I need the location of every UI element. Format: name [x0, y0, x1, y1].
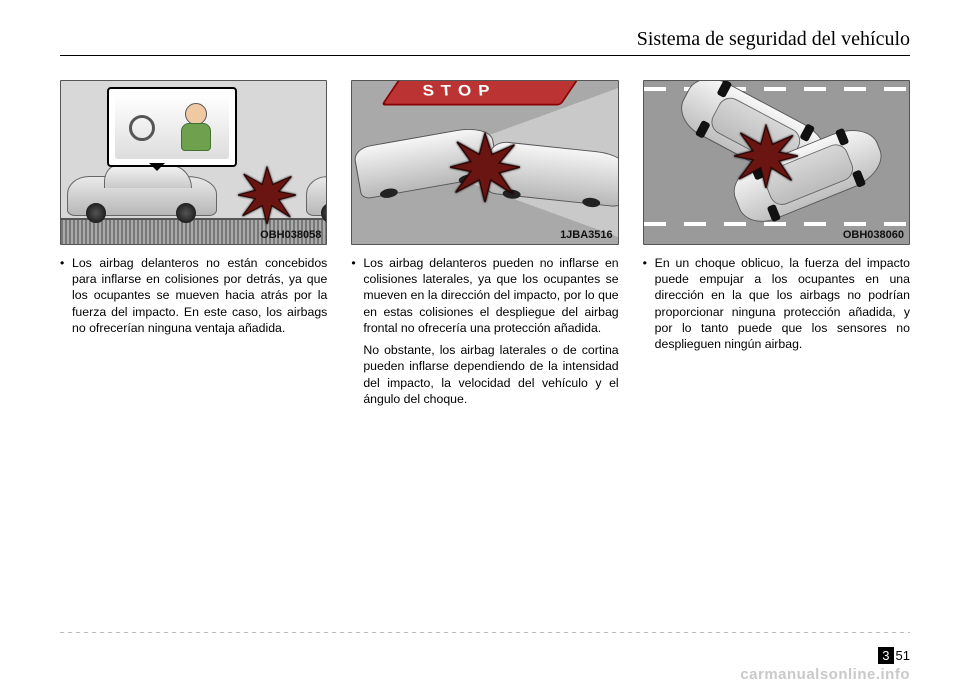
- column-1: OBH038058 Los airbag delanteros no están…: [60, 80, 327, 407]
- figure-label: 1JBA3516: [560, 229, 613, 241]
- callout-bubble: [107, 87, 237, 167]
- column-3: OBH038060 En un choque oblicuo, la fuerz…: [643, 80, 910, 407]
- page: Sistema de seguridad del vehículo: [0, 0, 960, 689]
- figure-oblique-collision: OBH038060: [643, 80, 910, 245]
- steering-wheel-icon: [129, 115, 155, 141]
- lane-marking: [644, 222, 909, 226]
- car-rear: [306, 176, 327, 216]
- bullet-text: En un choque oblicuo, la fuerza del impa…: [643, 255, 910, 352]
- impact-burst-icon: [450, 132, 520, 202]
- stop-text: STOP: [422, 82, 497, 100]
- text-block: No obstante, los airbag laterales o de c…: [351, 342, 618, 407]
- section-number: 3: [878, 647, 893, 664]
- text-block: Los airbag delanteros no están concebido…: [60, 255, 327, 336]
- passenger-icon: [177, 103, 215, 153]
- figure-rear-collision: OBH038058: [60, 80, 327, 245]
- page-header: Sistema de seguridad del vehículo: [60, 28, 910, 56]
- impact-burst-icon: [238, 166, 296, 224]
- bullet-text: Los airbag delanteros no están concebido…: [60, 255, 327, 336]
- paragraph-text: No obstante, los airbag laterales o de c…: [351, 342, 618, 407]
- lane-marking: [644, 87, 909, 91]
- watermark: carmanualsonline.info: [740, 666, 910, 683]
- figure-side-collision: STOP 1JBA3516: [351, 80, 618, 245]
- page-number-value: 51: [896, 648, 910, 663]
- stop-line: STOP: [381, 80, 579, 106]
- figure-label: OBH038060: [843, 229, 904, 241]
- car-front: [67, 176, 217, 216]
- text-block: Los airbag delanteros pueden no inflarse…: [351, 255, 618, 336]
- wheel: [86, 203, 106, 223]
- impact-burst-icon: [734, 124, 798, 188]
- bubble-interior: [115, 95, 229, 159]
- footer-dashes: [60, 632, 910, 633]
- column-2: STOP 1JBA3516 Los airbag delanteros pued…: [351, 80, 618, 407]
- columns: OBH038058 Los airbag delanteros no están…: [60, 80, 910, 407]
- bullet-text: Los airbag delanteros pueden no inflarse…: [351, 255, 618, 336]
- page-number: 351: [878, 648, 910, 663]
- figure-label: OBH038058: [260, 229, 321, 241]
- header-title: Sistema de seguridad del vehículo: [637, 28, 910, 51]
- wheel: [176, 203, 196, 223]
- text-block: En un choque oblicuo, la fuerza del impa…: [643, 255, 910, 352]
